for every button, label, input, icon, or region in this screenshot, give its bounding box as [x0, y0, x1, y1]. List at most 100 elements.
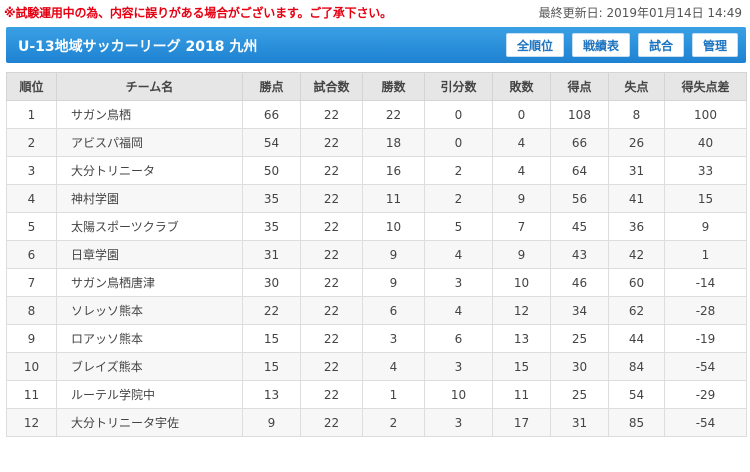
goals-against-cell: 44 — [608, 324, 665, 353]
team-name[interactable]: サガン鳥栖 — [56, 100, 243, 129]
goals-against-cell: 31 — [608, 156, 665, 185]
goals-for-cell: 56 — [550, 184, 609, 213]
goal-diff-cell: -29 — [664, 380, 747, 409]
team-name[interactable]: ブレイズ熊本 — [56, 352, 243, 381]
losses-cell: 0 — [492, 100, 551, 129]
rank-cell: 2 — [6, 128, 57, 157]
points-cell: 31 — [242, 240, 301, 269]
admin-button[interactable]: 管理 — [691, 33, 738, 57]
goal-diff-cell: -54 — [664, 408, 747, 437]
team-name[interactable]: 大分トリニータ — [56, 156, 243, 185]
team-name[interactable]: ソレッソ熊本 — [56, 296, 243, 325]
goals-for-cell: 64 — [550, 156, 609, 185]
standings-table: 順位 チーム名 勝点 試合数 勝数 引分数 敗数 得点 失点 得失点差 1 サガン… — [6, 72, 747, 437]
col-header-goals-against: 失点 — [608, 72, 665, 101]
wins-cell: 16 — [362, 156, 425, 185]
draws-cell: 0 — [424, 128, 493, 157]
points-cell: 35 — [242, 184, 301, 213]
draws-cell: 6 — [424, 324, 493, 353]
goals-against-cell: 36 — [608, 212, 665, 241]
played-cell: 22 — [300, 408, 363, 437]
goals-against-cell: 85 — [608, 408, 665, 437]
goals-for-cell: 25 — [550, 380, 609, 409]
draws-cell: 2 — [424, 156, 493, 185]
draws-cell: 4 — [424, 240, 493, 269]
team-name[interactable]: 太陽スポーツクラブ — [56, 212, 243, 241]
losses-cell: 9 — [492, 184, 551, 213]
table-row: 6 日章学園 31 22 9 4 9 43 42 1 — [6, 240, 747, 269]
losses-cell: 10 — [492, 268, 551, 297]
last-updated: 最終更新日: 2019年01月14日 14:49 — [538, 6, 742, 20]
wins-cell: 4 — [362, 352, 425, 381]
table-row: 1 サガン鳥栖 66 22 22 0 0 108 8 100 — [6, 100, 747, 129]
goal-diff-cell: -54 — [664, 352, 747, 381]
team-name[interactable]: ロアッソ熊本 — [56, 324, 243, 353]
table-row: 4 神村学園 35 22 11 2 9 56 41 15 — [6, 184, 747, 213]
wins-cell: 3 — [362, 324, 425, 353]
draws-cell: 2 — [424, 184, 493, 213]
losses-cell: 15 — [492, 352, 551, 381]
played-cell: 22 — [300, 352, 363, 381]
rank-cell: 6 — [6, 240, 57, 269]
table-row: 5 太陽スポーツクラブ 35 22 10 5 7 45 36 9 — [6, 212, 747, 241]
goals-against-cell: 41 — [608, 184, 665, 213]
rank-cell: 11 — [6, 380, 57, 409]
rank-cell: 3 — [6, 156, 57, 185]
goals-for-cell: 66 — [550, 128, 609, 157]
wins-cell: 1 — [362, 380, 425, 409]
played-cell: 22 — [300, 100, 363, 129]
notice-text: ※試験運用中の為、内容に誤りがある場合がございます。ご了承下さい。 — [4, 6, 392, 20]
team-name[interactable]: サガン鳥栖唐津 — [56, 268, 243, 297]
team-name[interactable]: アビスパ福岡 — [56, 128, 243, 157]
rank-cell: 10 — [6, 352, 57, 381]
points-cell: 50 — [242, 156, 301, 185]
goals-for-cell: 31 — [550, 408, 609, 437]
goals-for-cell: 46 — [550, 268, 609, 297]
wins-cell: 9 — [362, 268, 425, 297]
top-bar: ※試験運用中の為、内容に誤りがある場合がございます。ご了承下さい。 最終更新日:… — [0, 0, 750, 24]
losses-cell: 17 — [492, 408, 551, 437]
team-name[interactable]: 大分トリニータ宇佐 — [56, 408, 243, 437]
goals-for-cell: 34 — [550, 296, 609, 325]
goals-against-cell: 8 — [608, 100, 665, 129]
points-cell: 15 — [242, 352, 301, 381]
league-title: U-13地域サッカーリーグ 2018 九州 — [18, 39, 258, 55]
points-cell: 30 — [242, 268, 301, 297]
ranking-button[interactable]: 全順位 — [505, 33, 564, 57]
team-name[interactable]: 神村学園 — [56, 184, 243, 213]
goals-against-cell: 42 — [608, 240, 665, 269]
team-name[interactable]: ルーテル学院中 — [56, 380, 243, 409]
played-cell: 22 — [300, 296, 363, 325]
losses-cell: 4 — [492, 128, 551, 157]
team-name[interactable]: 日章学園 — [56, 240, 243, 269]
table-row: 10 ブレイズ熊本 15 22 4 3 15 30 84 -54 — [6, 352, 747, 381]
rank-cell: 5 — [6, 212, 57, 241]
standings-body: 1 サガン鳥栖 66 22 22 0 0 108 8 100 2 アビスパ福岡 54 22 18 0 4 66 26… — [6, 100, 747, 437]
points-cell: 22 — [242, 296, 301, 325]
goal-diff-cell: 15 — [664, 184, 747, 213]
draws-cell: 4 — [424, 296, 493, 325]
table-row: 8 ソレッソ熊本 22 22 6 4 12 34 62 -28 — [6, 296, 747, 325]
wins-cell: 2 — [362, 408, 425, 437]
points-cell: 9 — [242, 408, 301, 437]
points-cell: 66 — [242, 100, 301, 129]
wins-cell: 18 — [362, 128, 425, 157]
losses-cell: 11 — [492, 380, 551, 409]
goals-against-cell: 62 — [608, 296, 665, 325]
draws-cell: 3 — [424, 408, 493, 437]
wins-cell: 10 — [362, 212, 425, 241]
points-cell: 35 — [242, 212, 301, 241]
results-button[interactable]: 戦績表 — [571, 33, 630, 57]
wins-cell: 11 — [362, 184, 425, 213]
draws-cell: 3 — [424, 268, 493, 297]
rank-cell: 9 — [6, 324, 57, 353]
wins-cell: 6 — [362, 296, 425, 325]
losses-cell: 4 — [492, 156, 551, 185]
goal-diff-cell: 100 — [664, 100, 747, 129]
league-header: U-13地域サッカーリーグ 2018 九州 全順位 戦績表 試合 管理 — [6, 27, 746, 63]
points-cell: 13 — [242, 380, 301, 409]
col-header-losses: 敗数 — [492, 72, 551, 101]
matches-button[interactable]: 試合 — [637, 33, 684, 57]
goal-diff-cell: -14 — [664, 268, 747, 297]
goals-for-cell: 30 — [550, 352, 609, 381]
